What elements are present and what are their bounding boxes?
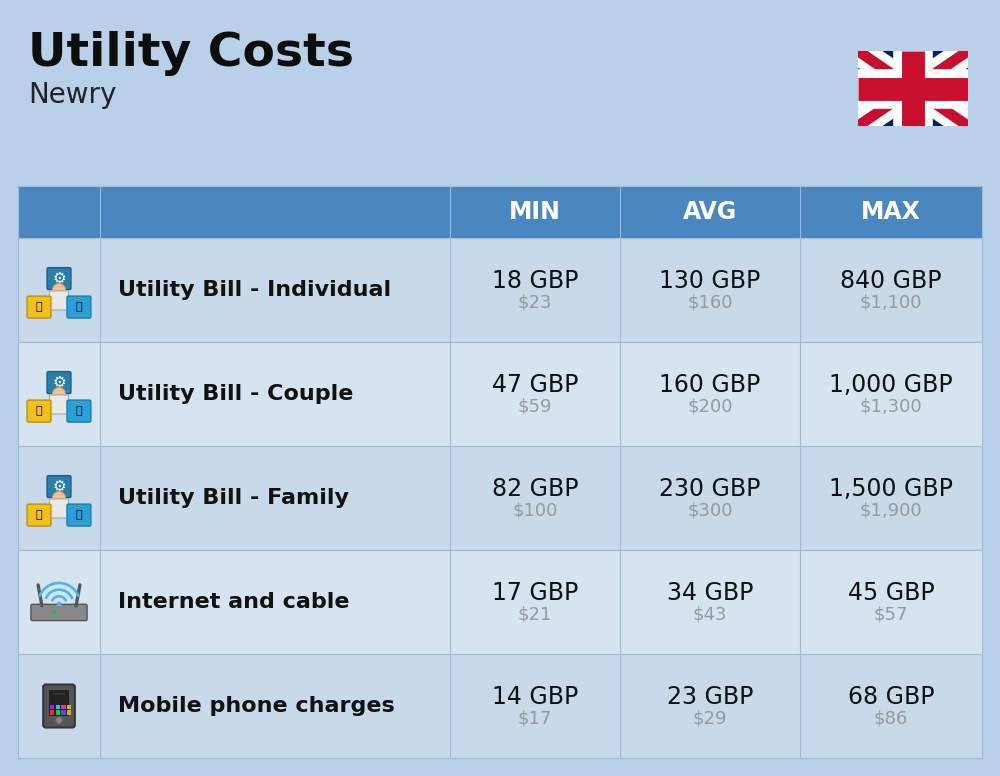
- Text: $57: $57: [874, 605, 908, 623]
- Text: 23 GBP: 23 GBP: [667, 685, 753, 709]
- Text: ⚙: ⚙: [52, 479, 66, 494]
- Text: $1,100: $1,100: [860, 293, 922, 311]
- Text: $200: $200: [687, 397, 733, 415]
- Text: $100: $100: [512, 501, 558, 519]
- Circle shape: [52, 283, 66, 296]
- Text: ⚙: ⚙: [52, 271, 66, 286]
- Text: 82 GBP: 82 GBP: [492, 477, 578, 501]
- Bar: [50, 710, 54, 715]
- Text: 18 GBP: 18 GBP: [492, 269, 578, 293]
- FancyBboxPatch shape: [49, 499, 69, 518]
- Circle shape: [52, 387, 66, 400]
- Bar: [858, 51, 968, 126]
- Bar: [67, 710, 71, 715]
- Text: 130 GBP: 130 GBP: [659, 269, 761, 293]
- Text: 14 GBP: 14 GBP: [492, 685, 578, 709]
- Text: $59: $59: [518, 397, 552, 415]
- FancyBboxPatch shape: [47, 372, 71, 393]
- Text: $43: $43: [693, 605, 727, 623]
- Text: Utility Bill - Couple: Utility Bill - Couple: [118, 384, 353, 404]
- Text: $160: $160: [687, 293, 733, 311]
- Bar: [56, 710, 60, 715]
- Text: $21: $21: [518, 605, 552, 623]
- Bar: [858, 51, 968, 126]
- Text: 🚿: 🚿: [76, 302, 82, 312]
- Bar: [18, 342, 982, 446]
- Text: 34 GBP: 34 GBP: [667, 581, 753, 605]
- Text: $86: $86: [874, 709, 908, 727]
- Bar: [61, 705, 66, 708]
- Text: 🚿: 🚿: [76, 406, 82, 416]
- Text: MAX: MAX: [861, 200, 921, 224]
- Text: $300: $300: [687, 501, 733, 519]
- Text: 45 GBP: 45 GBP: [848, 581, 934, 605]
- Text: 1,000 GBP: 1,000 GBP: [829, 373, 953, 397]
- Text: 17 GBP: 17 GBP: [492, 581, 578, 605]
- Bar: [49, 690, 69, 716]
- FancyBboxPatch shape: [43, 684, 75, 728]
- Text: 🚿: 🚿: [76, 510, 82, 520]
- Circle shape: [57, 601, 61, 606]
- Bar: [61, 710, 66, 715]
- FancyBboxPatch shape: [47, 476, 71, 497]
- Text: MIN: MIN: [509, 200, 561, 224]
- Bar: [67, 705, 71, 708]
- Text: Newry: Newry: [28, 81, 116, 109]
- Text: $1,300: $1,300: [860, 397, 922, 415]
- Bar: [18, 186, 982, 238]
- Bar: [18, 446, 982, 550]
- Text: $29: $29: [693, 709, 727, 727]
- Text: Utility Bill - Individual: Utility Bill - Individual: [118, 280, 391, 300]
- Text: 840 GBP: 840 GBP: [840, 269, 942, 293]
- Text: 47 GBP: 47 GBP: [492, 373, 578, 397]
- Bar: [50, 705, 54, 708]
- FancyBboxPatch shape: [67, 400, 91, 422]
- Circle shape: [52, 611, 56, 615]
- Text: ⚙: ⚙: [52, 375, 66, 390]
- Text: Internet and cable: Internet and cable: [118, 592, 350, 612]
- FancyBboxPatch shape: [67, 296, 91, 318]
- Text: 230 GBP: 230 GBP: [659, 477, 761, 501]
- Bar: [56, 705, 60, 708]
- FancyBboxPatch shape: [67, 504, 91, 526]
- FancyBboxPatch shape: [31, 605, 87, 621]
- Text: AVG: AVG: [683, 200, 737, 224]
- Bar: [18, 238, 982, 342]
- FancyBboxPatch shape: [27, 296, 51, 318]
- FancyBboxPatch shape: [47, 268, 71, 289]
- Bar: [53, 693, 65, 695]
- Text: $17: $17: [518, 709, 552, 727]
- Circle shape: [52, 491, 66, 504]
- Text: $23: $23: [518, 293, 552, 311]
- Text: Utility Costs: Utility Costs: [28, 31, 354, 76]
- Text: $1,900: $1,900: [860, 501, 922, 519]
- Text: 🔌: 🔌: [36, 406, 42, 416]
- Text: Utility Bill - Family: Utility Bill - Family: [118, 488, 349, 508]
- Text: Mobile phone charges: Mobile phone charges: [118, 696, 395, 716]
- Text: 🔌: 🔌: [36, 302, 42, 312]
- FancyBboxPatch shape: [49, 291, 69, 310]
- FancyBboxPatch shape: [49, 395, 69, 414]
- Text: 🔌: 🔌: [36, 510, 42, 520]
- Bar: [18, 654, 982, 758]
- Circle shape: [56, 717, 62, 723]
- Bar: [18, 550, 982, 654]
- FancyBboxPatch shape: [27, 400, 51, 422]
- Text: 68 GBP: 68 GBP: [848, 685, 934, 709]
- Text: 160 GBP: 160 GBP: [659, 373, 761, 397]
- Text: 1,500 GBP: 1,500 GBP: [829, 477, 953, 501]
- FancyBboxPatch shape: [27, 504, 51, 526]
